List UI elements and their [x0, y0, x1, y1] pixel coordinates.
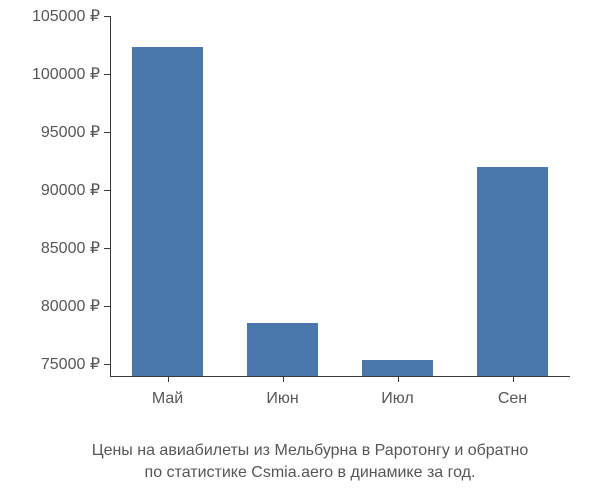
bar: [132, 47, 203, 376]
price-chart: 75000 ₽ 80000 ₽ 85000 ₽ 90000 ₽ 95000 ₽ 10000…: [0, 0, 600, 500]
y-tick: [104, 248, 110, 249]
y-tick-label: 105000 ₽: [32, 6, 100, 26]
y-tick: [104, 306, 110, 307]
x-tick-label: Июн: [266, 390, 298, 408]
y-tick-label: 100000 ₽: [32, 64, 100, 84]
y-axis-line: [110, 16, 111, 376]
x-tick-label: Июл: [381, 390, 413, 408]
caption-line-1: Цены на авиабилеты из Мельбурна в Рарото…: [92, 442, 529, 459]
bar: [247, 323, 318, 376]
y-tick-label: 75000 ₽: [41, 354, 100, 374]
x-tick: [513, 376, 514, 382]
bar: [477, 167, 548, 376]
plot-area: 75000 ₽80000 ₽85000 ₽90000 ₽95000 ₽10000…: [110, 16, 570, 376]
x-tick-label: Май: [152, 390, 183, 408]
x-tick: [283, 376, 284, 382]
y-tick: [104, 190, 110, 191]
x-tick-label: Сен: [498, 390, 527, 408]
x-tick: [398, 376, 399, 382]
x-axis-line: [110, 376, 570, 377]
y-tick: [104, 74, 110, 75]
y-tick: [104, 16, 110, 17]
y-tick-label: 90000 ₽: [41, 180, 100, 200]
chart-caption: Цены на авиабилеты из Мельбурна в Рарото…: [40, 440, 580, 483]
caption-line-2: по статистике Csmia.aero в динамике за г…: [145, 464, 476, 481]
x-tick: [168, 376, 169, 382]
y-tick-label: 80000 ₽: [41, 296, 100, 316]
y-tick-label: 85000 ₽: [41, 238, 100, 258]
y-tick-label: 95000 ₽: [41, 122, 100, 142]
y-tick: [104, 132, 110, 133]
bar: [362, 360, 433, 376]
y-tick: [104, 364, 110, 365]
